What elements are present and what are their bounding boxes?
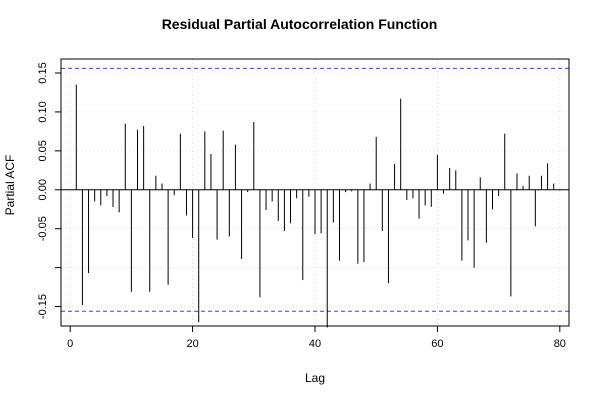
y-tick-label: 0.00 (37, 179, 49, 200)
y-tick-label: -0.05 (37, 216, 49, 241)
x-axis-label: Lag (305, 371, 325, 385)
x-tick-label: 0 (67, 338, 73, 350)
x-tick-label: 80 (554, 338, 566, 350)
y-tick-label: 0.15 (37, 62, 49, 83)
grid-lines (61, 59, 569, 326)
y-tick-label: 0.10 (37, 101, 49, 122)
x-tick-label: 40 (309, 338, 321, 350)
confidence-bounds (61, 67, 569, 312)
x-tick-label: 20 (186, 338, 198, 350)
y-tick-label: -0.15 (37, 294, 49, 319)
chart-title: Residual Partial Autocorrelation Functio… (162, 16, 438, 32)
pacf-bars (61, 84, 569, 328)
y-axis-label: Partial ACF (3, 155, 17, 216)
axes: 0 20 40 60 80 -0.15 -0.05 0.00 0.05 0.10 0.15 (37, 58, 570, 350)
y-tick-label: 0.05 (37, 140, 49, 161)
x-tick-label: 60 (431, 338, 443, 350)
